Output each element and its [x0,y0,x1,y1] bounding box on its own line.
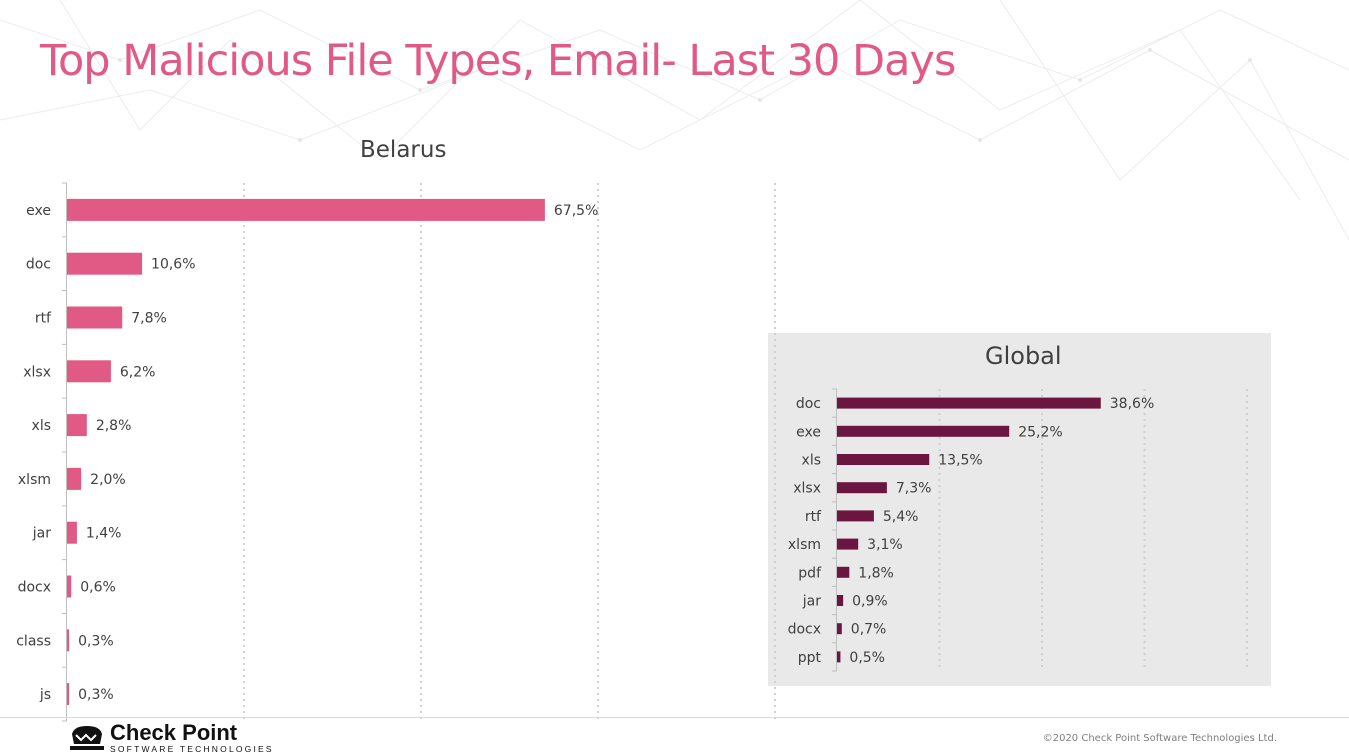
page-title: Top Malicious File Types, Email- Last 30… [40,36,956,86]
belarus-category-label: rtf [35,311,52,327]
global-data-label: 1,8% [858,565,894,581]
belarus-data-label: 1,4% [86,526,122,542]
belarus-data-label: 2,0% [90,472,126,488]
belarus-category-label: exe [26,203,51,219]
belarus-data-label: 2,8% [96,418,132,434]
global-data-label: 0,7% [851,622,887,638]
belarus-bar-doc [67,252,143,275]
global-data-label: 3,1% [867,537,903,553]
belarus-bar-class [67,629,70,652]
global-bar-rtf [837,510,874,522]
global-category-label: xlsm [788,537,821,553]
check-point-logo-icon [70,726,104,750]
global-bar-ppt [837,651,841,663]
global-category-label: xlsx [793,481,821,497]
belarus-bar-xls [67,414,87,437]
global-data-label: 7,3% [896,481,932,497]
belarus-category-label: xlsx [23,364,51,380]
belarus-data-label: 0,6% [80,580,116,596]
belarus-bar-xlsx [67,360,111,383]
belarus-data-label: 7,8% [131,311,167,327]
belarus-data-label: 67,5% [554,203,598,219]
global-data-label: 5,4% [883,509,919,525]
background-network-pattern [0,0,1349,241]
global-bar-xlsx [837,482,887,494]
belarus-category-label: xls [32,418,51,434]
global-category-label: jar [802,594,821,610]
global-category-label: rtf [805,509,822,525]
belarus-category-label: doc [26,257,51,273]
global-data-label: 38,6% [1110,396,1154,412]
belarus-bar-xlsm [67,467,82,490]
global-chart-panel [768,333,1271,686]
global-bar-pdf [837,566,850,578]
global-bar-docx [837,623,842,635]
logo-name: Check Point [110,720,238,745]
copyright-text: ©2020 Check Point Software Technologies … [1042,733,1277,744]
belarus-bar-jar [67,521,77,544]
belarus-category-label: class [16,633,51,649]
belarus-bar-exe [67,198,545,221]
global-category-label: ppt [798,650,822,666]
global-chart-title: Global [985,342,1062,370]
belarus-category-label: js [39,687,51,703]
logo-subtitle: SOFTWARE TECHNOLOGIES [110,744,274,754]
global-data-label: 13,5% [938,453,982,469]
global-category-label: xls [802,453,821,469]
global-category-label: docx [788,622,821,638]
global-bar-exe [837,425,1010,437]
belarus-bar-js [67,683,70,706]
belarus-data-label: 10,6% [151,257,195,273]
belarus-chart-title: Belarus [360,137,447,163]
global-bar-xls [837,454,930,465]
footer-divider [0,717,1349,718]
global-data-label: 25,2% [1018,424,1062,440]
global-bar-doc [837,397,1101,409]
belarus-category-label: docx [18,580,51,596]
global-bar-xlsm [837,538,859,550]
belarus-bar-docx [67,575,72,598]
global-data-label: 0,5% [849,650,885,666]
belarus-category-label: xlsm [18,472,51,488]
global-data-label: 0,9% [852,594,888,610]
belarus-data-label: 0,3% [78,633,114,649]
global-category-label: doc [796,396,821,412]
global-category-label: exe [796,424,821,440]
global-category-label: pdf [798,565,822,581]
global-bar-jar [837,595,844,606]
belarus-bar-rtf [67,306,123,329]
belarus-data-label: 0,3% [78,687,114,703]
belarus-data-label: 6,2% [120,364,156,380]
belarus-category-label: jar [32,526,51,542]
